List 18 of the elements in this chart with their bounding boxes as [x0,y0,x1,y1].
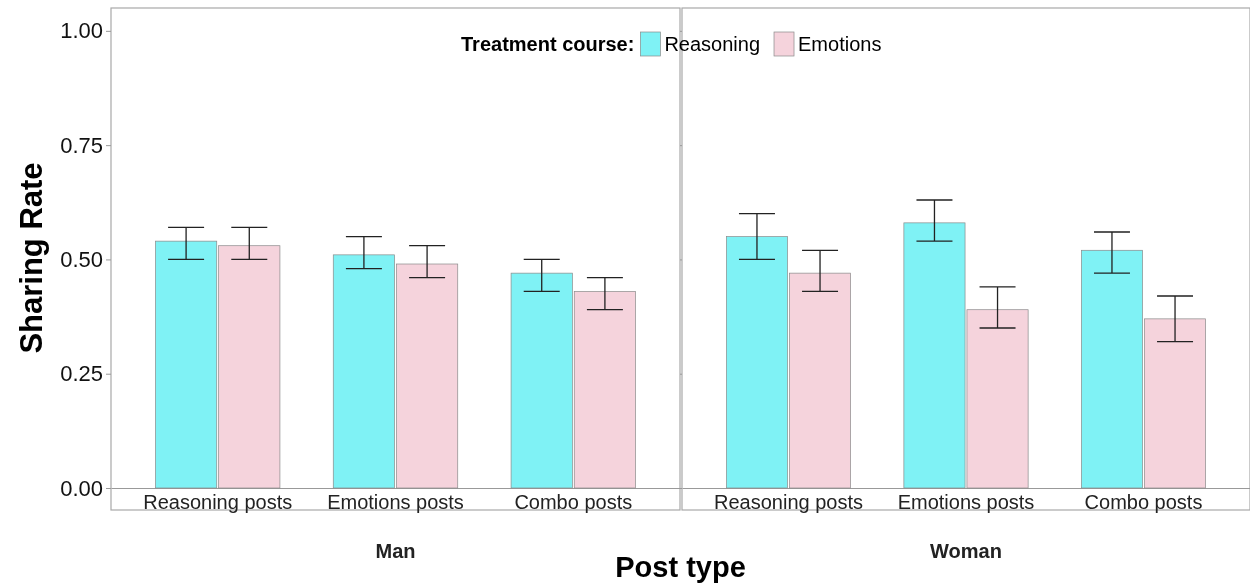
y-tick-label: 1.00 [60,18,103,44]
x-tick-label: Emotions posts [327,491,464,513]
legend-title: Treatment course: [461,33,635,55]
y-tick-label: 0.00 [60,475,103,501]
y-axis-title: Sharing Rate [14,162,49,354]
legend-label: Reasoning [664,33,761,55]
x-tick-label: Combo posts [514,491,633,513]
x-tick-label: Reasoning posts [714,491,863,513]
y-tick-label: 0.75 [60,132,103,158]
x-axis-title: Post type [615,551,746,583]
y-tick-label: 0.25 [60,361,103,387]
text: Man [375,540,416,562]
x-tick-label: Emotions posts [897,491,1035,513]
y-tick-label: 0.50 [60,246,103,272]
legend-label: Emotions [798,33,882,55]
x-tick-label: Combo posts [1084,491,1203,513]
text: Woman [930,540,1002,562]
x-tick-label: Reasoning posts [143,491,293,513]
